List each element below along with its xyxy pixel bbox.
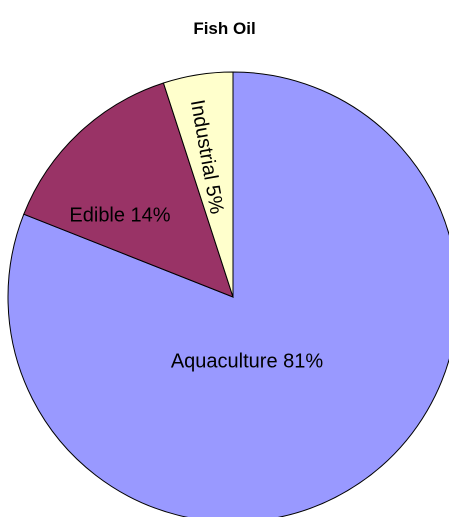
slice-label-aquaculture: Aquaculture 81%: [171, 350, 324, 372]
pie-slice-industrial: [162, 71, 234, 298]
pie-slices: [7, 71, 449, 517]
slice-label-edible: Edible 14%: [69, 204, 170, 226]
chart-title: Fish Oil: [193, 19, 256, 38]
pie-slice-aquaculture: [7, 71, 449, 517]
